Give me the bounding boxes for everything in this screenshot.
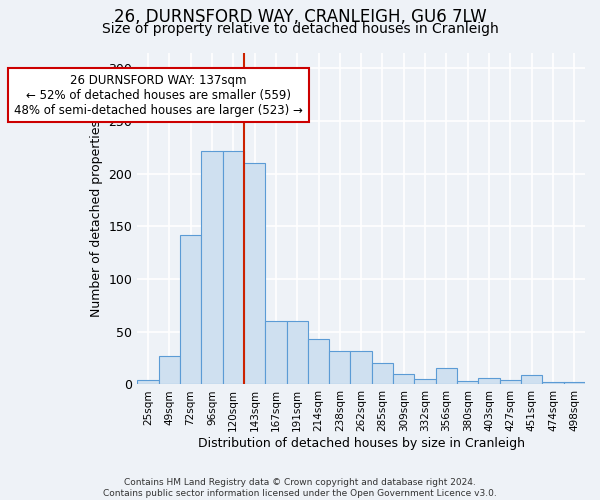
- Bar: [436, 368, 457, 384]
- Bar: [158, 356, 180, 384]
- Bar: [542, 382, 563, 384]
- Bar: [457, 382, 478, 384]
- Bar: [350, 350, 372, 384]
- Bar: [308, 339, 329, 384]
- Bar: [223, 150, 244, 384]
- Bar: [180, 235, 201, 384]
- Bar: [521, 375, 542, 384]
- Bar: [372, 364, 393, 384]
- Bar: [478, 378, 500, 384]
- Bar: [265, 321, 287, 384]
- Text: 26, DURNSFORD WAY, CRANLEIGH, GU6 7LW: 26, DURNSFORD WAY, CRANLEIGH, GU6 7LW: [113, 8, 487, 26]
- Y-axis label: Number of detached properties: Number of detached properties: [90, 120, 103, 317]
- Bar: [415, 379, 436, 384]
- Bar: [287, 321, 308, 384]
- Text: 26 DURNSFORD WAY: 137sqm
← 52% of detached houses are smaller (559)
48% of semi-: 26 DURNSFORD WAY: 137sqm ← 52% of detach…: [14, 74, 303, 116]
- Bar: [244, 163, 265, 384]
- Bar: [201, 150, 223, 384]
- Text: Contains HM Land Registry data © Crown copyright and database right 2024.
Contai: Contains HM Land Registry data © Crown c…: [103, 478, 497, 498]
- Bar: [137, 380, 158, 384]
- Text: Size of property relative to detached houses in Cranleigh: Size of property relative to detached ho…: [101, 22, 499, 36]
- Bar: [563, 382, 585, 384]
- X-axis label: Distribution of detached houses by size in Cranleigh: Distribution of detached houses by size …: [197, 437, 524, 450]
- Bar: [393, 374, 415, 384]
- Bar: [329, 350, 350, 384]
- Bar: [500, 380, 521, 384]
